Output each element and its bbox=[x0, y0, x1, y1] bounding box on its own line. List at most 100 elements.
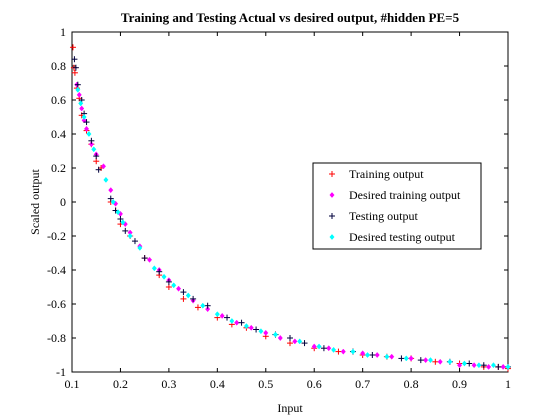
data-point bbox=[326, 345, 332, 352]
data-point bbox=[423, 357, 429, 364]
data-point bbox=[263, 329, 269, 336]
data-point bbox=[110, 199, 116, 205]
data-point bbox=[350, 348, 356, 355]
data-point bbox=[190, 295, 197, 302]
data-point bbox=[398, 355, 405, 362]
data-point bbox=[100, 163, 107, 170]
data-point bbox=[83, 119, 90, 126]
y-tick-label: 0.8 bbox=[51, 59, 66, 73]
data-point bbox=[88, 141, 94, 148]
data-point bbox=[151, 265, 157, 272]
data-point bbox=[272, 331, 278, 338]
data-point bbox=[447, 358, 453, 365]
legend-label: Testing output bbox=[349, 209, 418, 223]
legend-label: Training output bbox=[349, 167, 424, 181]
data-point bbox=[180, 289, 187, 296]
data-point bbox=[229, 318, 235, 324]
data-point bbox=[120, 219, 126, 226]
legend-label: Desired training output bbox=[349, 188, 461, 202]
series-3 bbox=[71, 56, 511, 370]
data-point bbox=[204, 302, 211, 309]
data-point bbox=[84, 125, 90, 132]
data-point bbox=[320, 345, 327, 352]
legend: Training output Desired training output Te… bbox=[312, 162, 482, 250]
data-point bbox=[480, 362, 487, 369]
data-point bbox=[490, 362, 496, 369]
y-tick-label: 0.6 bbox=[51, 93, 66, 107]
data-point bbox=[248, 324, 254, 331]
x-tick-label: 0.6 bbox=[307, 377, 322, 391]
data-point bbox=[457, 362, 463, 369]
data-point bbox=[287, 340, 293, 347]
data-point bbox=[427, 357, 434, 364]
data-point bbox=[107, 195, 114, 202]
data-point bbox=[311, 343, 317, 350]
data-point bbox=[205, 306, 211, 313]
data-point bbox=[165, 278, 172, 285]
x-tick-label: 0.7 bbox=[355, 377, 370, 391]
legend-marker bbox=[329, 192, 335, 198]
data-point bbox=[76, 91, 82, 98]
x-tick-label: 0.2 bbox=[113, 377, 128, 391]
y-tick-label: 1 bbox=[60, 25, 66, 39]
data-point bbox=[243, 323, 249, 330]
data-point bbox=[461, 360, 467, 367]
y-tick-label: -0.6 bbox=[47, 297, 66, 311]
data-point bbox=[131, 238, 138, 245]
data-point bbox=[176, 285, 182, 292]
legend-marker bbox=[329, 234, 335, 240]
data-point bbox=[156, 268, 163, 275]
data-point bbox=[374, 352, 380, 358]
data-point bbox=[340, 348, 346, 355]
data-point bbox=[432, 358, 439, 365]
data-point bbox=[369, 352, 376, 358]
data-point bbox=[161, 273, 167, 280]
data-point bbox=[417, 357, 424, 364]
data-point bbox=[72, 64, 79, 71]
data-point bbox=[88, 137, 95, 144]
data-point bbox=[93, 153, 100, 160]
data-point bbox=[103, 176, 109, 183]
data-point bbox=[301, 340, 308, 347]
x-axis: 0.1 0.2 0.3 0.4 0.5 0.6 0.7 0.8 0.9 1 bbox=[65, 32, 511, 391]
series-4 bbox=[75, 86, 511, 370]
data-point bbox=[466, 360, 473, 367]
data-point bbox=[384, 353, 390, 360]
data-point bbox=[234, 319, 240, 326]
data-point bbox=[360, 350, 366, 357]
data-point bbox=[500, 363, 506, 370]
data-point bbox=[277, 335, 283, 341]
x-tick-label: 0.4 bbox=[210, 377, 225, 391]
y-tick-label: -0.4 bbox=[47, 263, 66, 277]
legend-label: Desired testing output bbox=[349, 230, 456, 244]
data-point bbox=[79, 105, 85, 112]
data-point bbox=[108, 187, 114, 194]
y-axis-label: Scaled output bbox=[28, 169, 42, 235]
data-point bbox=[171, 282, 177, 289]
y-tick-label: 0.2 bbox=[51, 161, 66, 175]
data-point bbox=[297, 338, 303, 345]
data-point bbox=[253, 326, 260, 333]
x-tick-label: 0.1 bbox=[65, 377, 80, 391]
legend-box bbox=[312, 162, 482, 250]
data-point bbox=[495, 363, 502, 370]
data-point bbox=[292, 338, 298, 345]
data-point bbox=[258, 328, 264, 335]
data-point bbox=[137, 244, 143, 251]
data-point bbox=[75, 86, 81, 93]
data-point bbox=[316, 343, 322, 350]
data-point bbox=[224, 314, 231, 321]
x-axis-label: Input bbox=[277, 401, 303, 415]
x-tick-label: 1 bbox=[505, 377, 511, 391]
data-point bbox=[71, 69, 78, 76]
y-tick-label: 0 bbox=[60, 195, 66, 209]
data-point bbox=[486, 363, 492, 370]
data-point bbox=[335, 348, 342, 355]
data-point bbox=[185, 292, 191, 299]
data-point bbox=[287, 335, 293, 341]
data-point bbox=[364, 352, 371, 358]
data-point bbox=[122, 227, 129, 234]
data-point bbox=[194, 304, 201, 311]
data-point bbox=[476, 362, 482, 369]
